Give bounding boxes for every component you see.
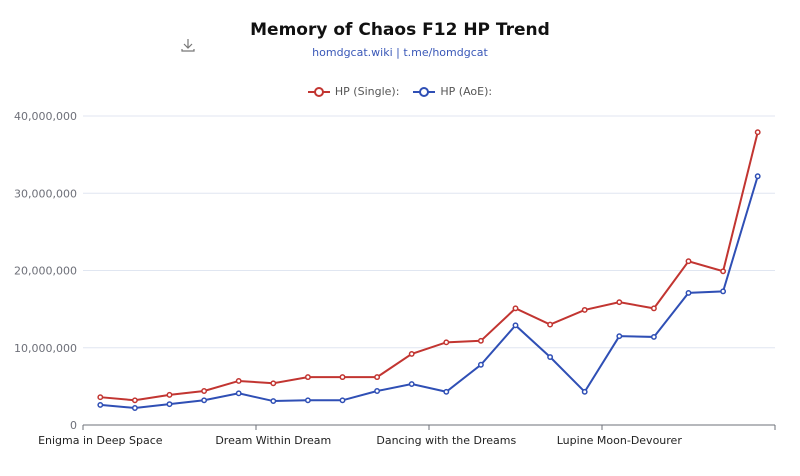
y-tick-label: 0 (70, 419, 77, 432)
legend-item-single[interactable]: HP (Single): (307, 85, 400, 98)
data-point-1 (270, 398, 277, 405)
series-line-0 (100, 131, 759, 402)
data-point-0 (443, 339, 450, 346)
data-point-0 (235, 378, 242, 384)
data-point-1 (685, 289, 692, 296)
data-point-0 (477, 337, 484, 344)
data-point-0 (166, 391, 173, 398)
data-point-0 (339, 374, 346, 381)
data-point-0 (754, 129, 761, 136)
data-point-1 (512, 322, 519, 329)
data-point-1 (374, 388, 381, 394)
data-point-0 (685, 258, 692, 265)
download-icon[interactable] (180, 37, 196, 53)
legend-label-aoe: HP (AoE): (440, 85, 493, 98)
x-tick-label: Lupine Moon-Devourer (557, 434, 683, 447)
legend: HP (Single): HP (AoE): (0, 85, 800, 98)
data-point-1 (235, 390, 242, 397)
data-point-0 (616, 299, 623, 306)
data-point-0 (201, 388, 208, 394)
y-tick-label: 40,000,000 (14, 110, 77, 123)
legend-label-single: HP (Single): (334, 85, 400, 98)
x-tick-label: Dream Within Dream (215, 434, 331, 447)
legend-item-aoe[interactable]: HP (AoE): (413, 85, 492, 98)
data-point-0 (131, 397, 138, 404)
data-point-1 (339, 397, 346, 404)
data-point-0 (547, 321, 554, 328)
data-point-1 (443, 388, 450, 395)
data-point-0 (270, 380, 277, 387)
data-point-1 (408, 381, 415, 388)
data-point-1 (477, 361, 484, 368)
data-point-1 (581, 388, 588, 395)
x-tick-label: Dancing with the Dreams (376, 434, 516, 447)
data-point-0 (374, 374, 381, 381)
data-point-0 (512, 305, 519, 312)
data-point-1 (201, 397, 208, 404)
data-point-0 (720, 268, 727, 275)
data-point-1 (304, 397, 311, 404)
data-point-0 (97, 394, 104, 401)
legend-marker-aoe-icon (413, 86, 436, 97)
data-point-1 (166, 401, 173, 408)
x-tick-label: Enigma in Deep Space (38, 434, 163, 447)
data-point-1 (131, 405, 138, 411)
data-point-0 (304, 374, 311, 381)
data-point-0 (581, 306, 588, 313)
data-point-1 (616, 333, 623, 340)
series-line-1 (100, 175, 759, 410)
data-point-0 (650, 305, 657, 312)
chart-title: Memory of Chaos F12 HP Trend (250, 20, 550, 40)
y-tick-label: 10,000,000 (14, 342, 77, 355)
data-point-0 (408, 350, 415, 357)
data-point-1 (547, 354, 554, 360)
data-point-1 (97, 401, 104, 408)
y-tick-label: 30,000,000 (14, 187, 77, 200)
chart-subtitle[interactable]: homdgcat.wiki | t.me/homdgcat (312, 46, 488, 59)
legend-marker-single-icon (307, 86, 330, 97)
y-tick-label: 20,000,000 (14, 265, 77, 278)
data-point-1 (720, 288, 727, 295)
data-point-1 (754, 173, 761, 180)
data-point-1 (650, 333, 657, 340)
